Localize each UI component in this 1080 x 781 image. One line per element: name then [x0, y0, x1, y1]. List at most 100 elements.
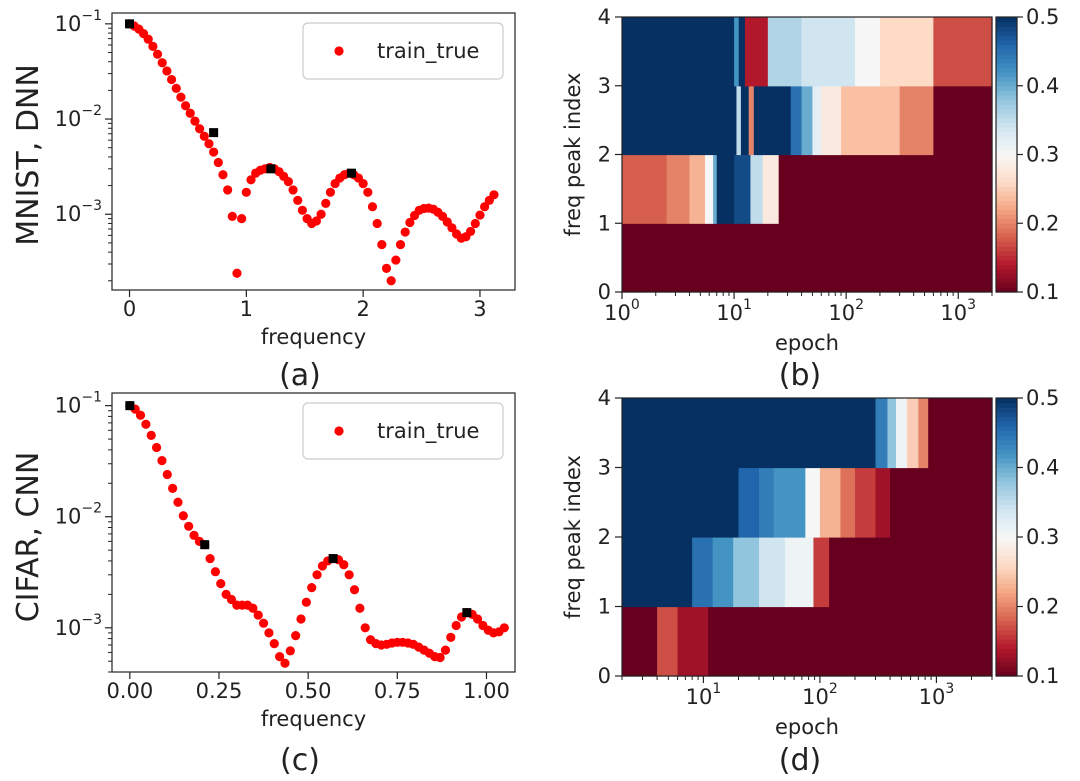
- colorbar-cell: [996, 35, 1017, 41]
- colorbar-cell: [996, 81, 1017, 87]
- colorbar-cell: [996, 58, 1017, 64]
- colorbar-cell: [996, 264, 1017, 270]
- heatmap-cell: [622, 398, 877, 469]
- heatmap-cell: [622, 606, 658, 677]
- x-axis-label: epoch: [775, 331, 839, 355]
- data-point: [475, 210, 485, 220]
- data-point: [358, 178, 368, 189]
- panel-label-a: (a): [279, 358, 321, 393]
- heatmap-cell: [819, 467, 842, 538]
- data-point: [283, 177, 293, 187]
- heatmap-cell: [918, 398, 929, 469]
- heatmap-cell: [813, 537, 830, 608]
- data-point: [316, 209, 326, 219]
- data-point: [321, 198, 331, 208]
- colorbar-cell: [996, 94, 1017, 101]
- colorbar-cell: [996, 643, 1017, 649]
- colorbar-cell: [996, 131, 1017, 137]
- heatmap-cell: [692, 537, 714, 608]
- colorbar-cell: [996, 186, 1017, 192]
- heatmap-cell: [875, 467, 891, 538]
- y-tick-label: 2: [598, 143, 611, 167]
- legend-label: train_true: [377, 419, 479, 444]
- heatmap-cell: [759, 467, 775, 538]
- colorbar-cell: [996, 278, 1017, 284]
- colorbar-cell: [996, 462, 1017, 469]
- colorbar-tick-label: 0.4: [1026, 74, 1059, 98]
- colorbar-cell: [996, 402, 1017, 408]
- heatmap-cell: [704, 154, 714, 224]
- x-tick-label: 3: [473, 297, 486, 321]
- x-tick-label: 1: [240, 297, 253, 321]
- data-point: [291, 631, 301, 641]
- data-point: [135, 410, 146, 420]
- heatmap-cell: [812, 85, 822, 156]
- colorbar-cell: [996, 495, 1017, 501]
- data-point: [166, 74, 177, 85]
- data-point: [218, 170, 228, 180]
- data-point: [446, 632, 456, 642]
- heatmap-cell: [622, 467, 740, 538]
- colorbar-cell: [996, 90, 1017, 96]
- peak-marker: [125, 19, 135, 29]
- x-axis-label: frequency: [261, 325, 366, 349]
- heatmap-cell: [907, 398, 919, 469]
- heatmap-cell: [784, 537, 815, 608]
- data-point: [466, 226, 476, 237]
- colorbar-cell: [996, 518, 1017, 524]
- heatmap-cell: [762, 154, 780, 224]
- heatmap-cell: [801, 85, 814, 156]
- colorbar-cell: [996, 218, 1017, 224]
- colorbar-cell: [996, 541, 1017, 547]
- colorbar-cell: [996, 62, 1017, 69]
- data-point: [141, 419, 151, 429]
- colorbar-cell: [996, 634, 1017, 640]
- colorbar-cell: [996, 657, 1017, 663]
- data-point: [185, 108, 195, 118]
- data-point: [489, 190, 499, 200]
- heatmap-cell: [890, 467, 993, 538]
- data-point: [213, 157, 223, 168]
- data-point: [472, 614, 483, 624]
- chart-a: 10−1 10−2 10−3 0 1 2 3 frequency train_true: [55, 8, 516, 349]
- legend-marker: [334, 426, 344, 436]
- data-point: [223, 185, 233, 195]
- colorbar-cell: [996, 232, 1017, 238]
- heatmap-cell: [899, 85, 934, 156]
- data-point: [297, 205, 308, 215]
- data-point: [280, 658, 290, 668]
- colorbar-cell: [996, 255, 1017, 261]
- colorbar-cell: [996, 223, 1017, 229]
- colorbar-cell: [996, 615, 1017, 621]
- heatmap-cell: [712, 537, 734, 608]
- colorbar-cell: [996, 606, 1017, 612]
- y-tick-label: 10−1: [55, 390, 102, 418]
- colorbar-cell: [996, 629, 1017, 635]
- data-point: [288, 185, 298, 195]
- x-tick-label: 102: [828, 297, 864, 325]
- colorbar-cell: [996, 625, 1017, 631]
- colorbar-cell: [996, 140, 1017, 146]
- data-point: [395, 239, 406, 250]
- colorbar-cell: [996, 113, 1017, 119]
- colorbar-cell: [996, 490, 1017, 496]
- colorbar-cell: [996, 481, 1017, 487]
- peak-marker: [328, 554, 338, 564]
- colorbar-cell: [996, 108, 1017, 114]
- heatmap-cell: [887, 398, 897, 469]
- colorbar-cell: [996, 439, 1017, 445]
- data-point: [180, 101, 191, 111]
- data-point: [195, 124, 205, 134]
- data-point: [148, 41, 158, 51]
- colorbar-cell: [996, 122, 1017, 128]
- heatmap-cell: [829, 537, 993, 608]
- colorbar-cell: [996, 177, 1017, 183]
- x-axis-label: frequency: [261, 707, 366, 731]
- peak-marker: [266, 164, 276, 174]
- colorbar-cell: [996, 204, 1017, 211]
- x-tick-label: 101: [716, 297, 752, 325]
- colorbar-cell: [996, 569, 1017, 575]
- heatmap-cell: [750, 154, 764, 224]
- x-tick-label: 0.50: [285, 679, 332, 703]
- colorbar-cell: [996, 583, 1017, 589]
